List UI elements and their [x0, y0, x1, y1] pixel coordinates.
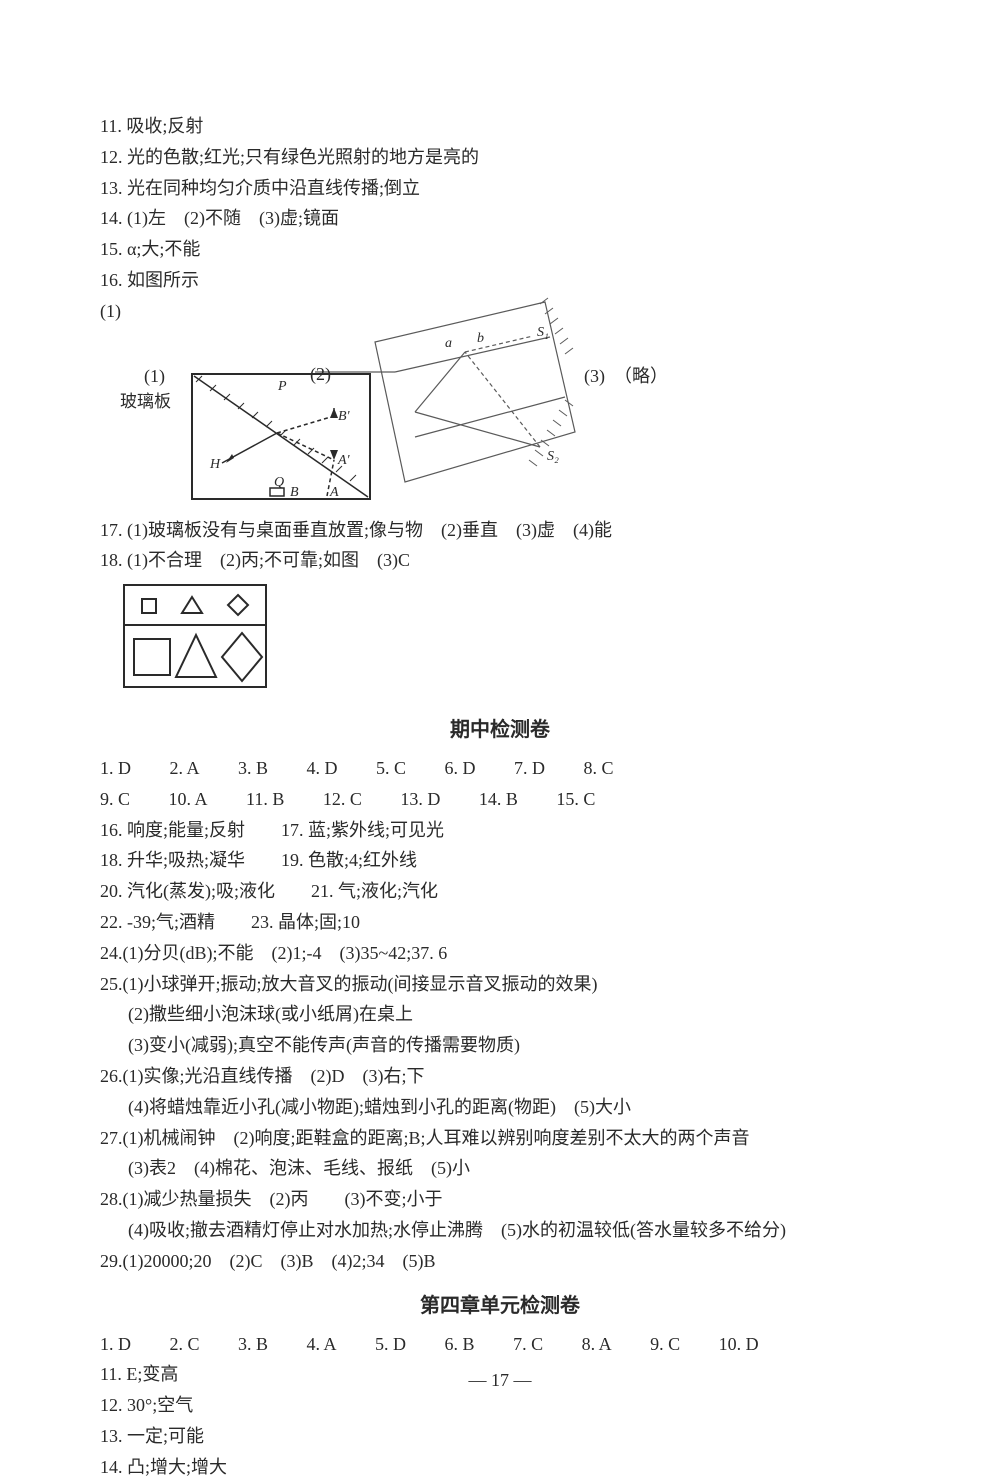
answer-line: 13. 一定;可能	[100, 1422, 900, 1451]
page-number: — 17 —	[0, 1366, 1000, 1395]
svg-text:a: a	[445, 336, 452, 351]
answer-line: 12. 光的色散;红光;只有绿色光照射的地方是亮的	[100, 143, 900, 172]
mc-answer: 7. C	[513, 1330, 543, 1359]
figure-label-glass: 玻璃板	[120, 388, 171, 415]
answer-line: 26.(1)实像;光沿直线传播 (2)D (3)右;下	[100, 1062, 900, 1091]
mc-row: 1. D 2. A 3. B 4. D 5. C 6. D 7. D 8. C	[100, 754, 900, 783]
mc-answer: 15. C	[556, 785, 595, 814]
answer-line: 22. -39;气;酒精 23. 晶体;固;10	[100, 908, 900, 937]
svg-text:S₂: S₂	[547, 449, 559, 464]
mc-row: 1. D 2. C 3. B 4. A 5. D 6. B 7. C 8. A …	[100, 1330, 900, 1359]
mc-answer: 1. D	[100, 1330, 131, 1359]
svg-text:P: P	[277, 379, 287, 394]
mc-answer: 14. B	[479, 785, 518, 814]
figure-label-3: (3) （略）	[584, 362, 668, 391]
mc-answer: 13. D	[400, 785, 440, 814]
answer-line: 11. 吸收;反射	[100, 112, 900, 141]
mc-answer: 11. B	[246, 785, 284, 814]
answer-line: (2)撒些细小泡沫球(或小纸屑)在桌上	[100, 1000, 900, 1029]
mc-answer: 3. B	[238, 754, 268, 783]
mc-answer: 4. D	[307, 754, 338, 783]
answer-line: 14. 凸;增大;增大	[100, 1453, 900, 1482]
mc-answer: 2. C	[170, 1330, 200, 1359]
answer-line: 29.(1)20000;20 (2)C (3)B (4)2;34 (5)B	[100, 1247, 900, 1276]
mc-answer: 10. A	[169, 785, 208, 814]
figure-row: (1) 玻璃板	[100, 330, 900, 510]
svg-text:H: H	[209, 457, 221, 472]
svg-text:S₁: S₁	[537, 325, 549, 340]
mc-answer: 10. D	[719, 1330, 759, 1359]
mc-answer: 5. C	[376, 754, 406, 783]
answer-line: 20. 汽化(蒸发);吸;液化 21. 气;液化;汽化	[100, 877, 900, 906]
mc-answer: 2. A	[170, 754, 200, 783]
answer-line: (4)将蜡烛靠近小孔(减小物距);蜡烛到小孔的距离(物距) (5)大小	[100, 1093, 900, 1122]
answer-line: 18. 升华;吸热;凝华 19. 色散;4;红外线	[100, 846, 900, 875]
answer-line: 18. (1)不合理 (2)丙;不可靠;如图 (3)C	[100, 546, 900, 575]
answer-line: 25.(1)小球弹开;振动;放大音叉的振动(间接显示音叉振动的效果)	[100, 970, 900, 999]
svg-text:b: b	[477, 331, 484, 346]
chapter4-title: 第四章单元检测卷	[100, 1290, 900, 1322]
mc-answer: 3. B	[238, 1330, 268, 1359]
figure-18	[120, 581, 900, 700]
mc-answer: 7. D	[514, 754, 545, 783]
mc-answer: 5. D	[375, 1330, 406, 1359]
mc-answer: 12. C	[323, 785, 362, 814]
mc-answer: 9. C	[100, 785, 130, 814]
mc-answer: 8. A	[582, 1330, 612, 1359]
mc-answer: 9. C	[650, 1330, 680, 1359]
answer-line: (4)吸收;撤去酒精灯停止对水加热;水停止沸腾 (5)水的初温较低(答水量较多不…	[100, 1216, 900, 1245]
figure-2-svg: a b S₁ S₂	[315, 292, 595, 522]
mc-row: 9. C 10. A 11. B 12. C 13. D 14. B 15. C	[100, 785, 900, 814]
answer-line: 12. 30°;空气	[100, 1391, 900, 1420]
mc-answer: 1. D	[100, 754, 131, 783]
svg-text:B: B	[290, 485, 299, 500]
answer-line: (3)表2 (4)棉花、泡沫、毛线、报纸 (5)小	[100, 1154, 900, 1183]
page: 11. 吸收;反射 12. 光的色散;红光;只有绿色光照射的地方是亮的 13. …	[0, 0, 1000, 1437]
mc-answer: 4. A	[307, 1330, 337, 1359]
figure-label-1: (1)	[144, 362, 165, 391]
mc-answer: 6. B	[445, 1330, 475, 1359]
answer-line: 16. 响度;能量;反射 17. 蓝;紫外线;可见光	[100, 816, 900, 845]
answer-line: 14. (1)左 (2)不随 (3)虚;镜面	[100, 204, 900, 233]
figure-label-2: (2)	[310, 360, 331, 389]
midterm-title: 期中检测卷	[100, 714, 900, 746]
answer-line: 16. 如图所示	[100, 266, 900, 295]
svg-text:Q: Q	[274, 475, 284, 490]
answer-line: 27.(1)机械闹钟 (2)响度;距鞋盒的距离;B;人耳难以辨别响度差别不太大的…	[100, 1124, 900, 1153]
answer-line: 15. α;大;不能	[100, 235, 900, 264]
mc-answer: 8. C	[584, 754, 614, 783]
answer-line: 13. 光在同种均匀介质中沿直线传播;倒立	[100, 174, 900, 203]
answer-line: 24.(1)分贝(dB);不能 (2)1;-4 (3)35~42;37. 6	[100, 939, 900, 968]
mc-answer: 6. D	[445, 754, 476, 783]
answer-line: (3)变小(减弱);真空不能传声(声音的传播需要物质)	[100, 1031, 900, 1060]
answer-line: 28.(1)减少热量损失 (2)丙 (3)不变;小于	[100, 1185, 900, 1214]
